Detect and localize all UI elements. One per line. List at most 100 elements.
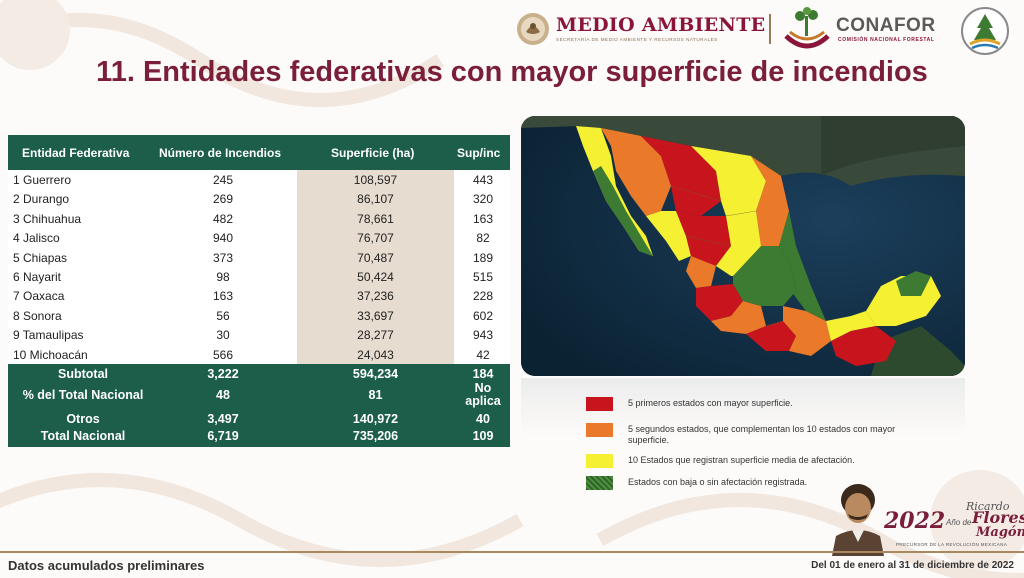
conafor-subtitle: COMISIÓN NACIONAL FORESTAL: [838, 37, 935, 43]
region-chiapas: [831, 326, 896, 366]
cell-superficie: 108,597: [353, 173, 398, 187]
cell-incendios: 163: [212, 289, 234, 304]
cell-entidad: 10 Michoacán: [13, 347, 88, 362]
superficie-column-highlight: [297, 170, 454, 364]
cell-incendios: 566: [212, 347, 234, 362]
cell-supinc: 189: [472, 250, 494, 265]
porcentaje-supinc-line1: No: [474, 381, 492, 395]
table-row: 5 Chiapas 373 70,487 189: [8, 248, 510, 267]
table-row: 6 Nayarit 98 50,424 515: [8, 267, 510, 286]
porcentaje-supinc-line2: aplica: [465, 394, 501, 408]
mexico-fire-map: [521, 116, 965, 376]
cell-superficie: 86,107: [357, 192, 394, 207]
porcentaje-incendios: 48: [216, 388, 230, 402]
badge-anio-de: Año de: [946, 518, 972, 527]
year-badge: 2022 Año de Ricardo Flores Magón PRECURS…: [826, 478, 1024, 556]
footer-divider: [0, 551, 1024, 553]
cell-entidad: 2 Durango: [13, 192, 70, 207]
table-body: 1 Guerrero 245 108,597 443 2 Durango 269…: [8, 170, 510, 364]
otros-superficie: 140,972: [352, 412, 399, 426]
header-superficie: Superficie (ha): [331, 146, 415, 160]
cell-entidad: 3 Chihuahua: [13, 211, 82, 226]
cell-incendios: 940: [212, 231, 234, 246]
cell-superficie: 70,487: [357, 250, 394, 265]
logo-separator: [769, 14, 771, 44]
cell-supinc: 602: [472, 308, 494, 323]
region-sonora: [601, 128, 671, 216]
legend-swatch-orange: [586, 423, 613, 437]
subtotal-label: Subtotal: [58, 367, 108, 381]
semarnat-subtitle: SECRETARÍA DE MEDIO AMBIENTE Y RECURSOS …: [556, 37, 718, 42]
total-label: Total Nacional: [40, 429, 126, 443]
table-row: 9 Tamaulipas 30 28,277 943: [8, 325, 510, 344]
legend-text: Estados con baja o sin afectación regist…: [628, 477, 808, 487]
cell-superficie: 37,236: [357, 289, 394, 304]
cell-entidad: 8 Sonora: [13, 308, 62, 323]
conafor-name: CONAFOR: [836, 15, 936, 36]
subtotal-supinc: 184: [472, 367, 494, 381]
cell-incendios: 56: [216, 308, 230, 323]
table-row: 3 Chihuahua 482 78,661 163: [8, 209, 510, 228]
header-supinc: Sup/inc: [457, 146, 501, 160]
table-summary: Subtotal 3,222 594,234 184 % del Total N…: [8, 364, 510, 447]
table-row: 7 Oaxaca 163 37,236 228: [8, 286, 510, 305]
region-tamaulipas: [751, 156, 789, 246]
cell-incendios: 373: [212, 250, 234, 265]
legend-text: 10 Estados que registran superficie medi…: [628, 455, 855, 465]
region-durango: [676, 211, 731, 266]
badge-year: 2022: [884, 508, 946, 534]
badge-name-3: Magón: [976, 525, 1024, 540]
cell-supinc: 82: [476, 231, 490, 246]
forest-emblem-icon: [961, 7, 1009, 55]
legend-swatch-green: [586, 476, 613, 490]
region-michoacan: [711, 301, 766, 334]
porcentaje-label: % del Total Nacional: [22, 388, 144, 402]
table-header: Entidad Federativa Número de Incendios S…: [8, 135, 510, 170]
total-superficie: 735,206: [352, 429, 399, 443]
cell-supinc: 443: [472, 173, 494, 187]
semarnat-name: MEDIO AMBIENTE: [556, 14, 766, 36]
badge-tagline: PRECURSOR DE LA REVOLUCIÓN MEXICANA: [896, 542, 1008, 547]
cell-incendios: 30: [216, 328, 230, 343]
conafor-tree-icon: [784, 7, 830, 49]
cell-superficie: 50,424: [357, 270, 394, 284]
cell-superficie: 76,707: [357, 231, 394, 246]
cell-superficie: 28,277: [357, 328, 394, 343]
region-oaxaca: [783, 306, 831, 356]
otros-label: Otros: [66, 412, 100, 426]
cell-incendios: 269: [212, 192, 234, 207]
portrait-icon: [832, 484, 884, 556]
region-nayarit: [686, 256, 716, 288]
legend-swatch-red: [586, 397, 613, 411]
legend-text: 5 segundos estados, que complementan los…: [628, 424, 896, 445]
badge-name-1: Ricardo: [966, 500, 1010, 513]
page-title: 11. Entidades federativas con mayor supe…: [96, 56, 928, 88]
header-incendios: Número de Incendios: [159, 146, 282, 160]
legend-swatch-yellow: [586, 454, 613, 468]
cell-incendios: 482: [212, 211, 234, 226]
cell-supinc: 42: [476, 347, 490, 362]
cell-entidad: 9 Tamaulipas: [13, 328, 84, 343]
cell-supinc: 163: [472, 211, 494, 226]
cell-incendios: 98: [216, 270, 230, 284]
table-row: 4 Jalisco 940 76,707 82: [8, 228, 510, 247]
cell-supinc: 515: [472, 270, 494, 284]
cell-entidad: 7 Oaxaca: [13, 289, 65, 304]
cell-supinc: 228: [472, 289, 494, 304]
table-row: 8 Sonora 56 33,697 602: [8, 306, 510, 325]
table-row: 1 Guerrero 245 108,597 443: [8, 170, 510, 189]
cell-entidad: 6 Nayarit: [13, 270, 62, 284]
region-guerrero: [746, 321, 796, 351]
cell-supinc: 943: [472, 328, 494, 343]
subtotal-superficie: 594,234: [352, 367, 399, 381]
cell-incendios: 245: [212, 173, 234, 187]
otros-supinc: 40: [476, 412, 490, 426]
map-graphic: [521, 116, 965, 376]
footer-note: Datos acumulados preliminares: [8, 558, 205, 573]
porcentaje-superficie: 81: [368, 388, 383, 402]
header-entidad: Entidad Federativa: [22, 146, 130, 160]
table-row: 10 Michoacán 566 24,043 42: [8, 345, 510, 364]
national-seal-icon: [517, 13, 549, 45]
total-incendios: 6,719: [207, 429, 239, 443]
badge-name-2: Flores: [972, 508, 1024, 527]
